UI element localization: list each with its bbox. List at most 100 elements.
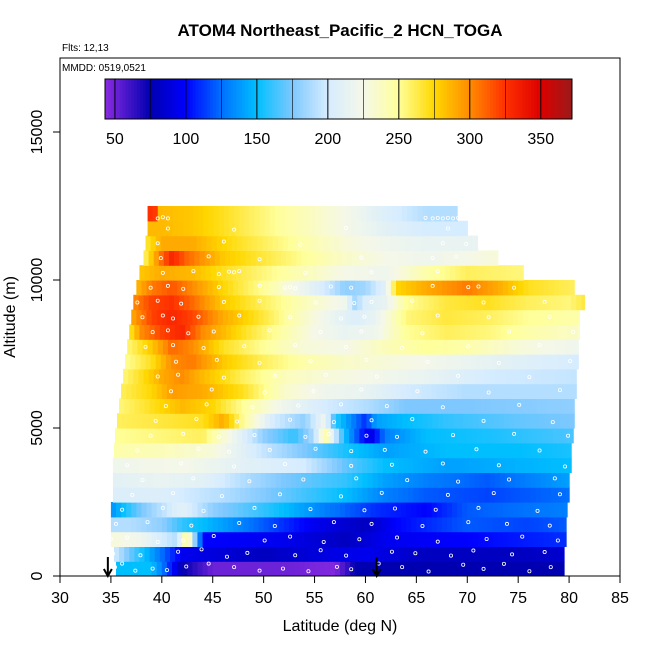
heatmap-cell xyxy=(441,309,448,325)
heatmap-cell xyxy=(241,442,247,459)
heatmap-cell xyxy=(523,280,529,296)
colorbar-segment xyxy=(253,79,258,119)
heatmap-cell xyxy=(307,265,314,281)
heatmap-cell xyxy=(558,280,565,296)
heatmap-cell xyxy=(274,339,281,355)
heatmap-cell xyxy=(535,472,542,488)
heatmap-cell xyxy=(345,561,351,576)
colorbar-segment xyxy=(569,79,573,119)
heatmap-cell xyxy=(141,516,148,533)
heatmap-cell xyxy=(402,220,408,237)
heatmap-cell xyxy=(154,324,161,340)
heatmap-cell xyxy=(199,472,206,488)
heatmap-cell xyxy=(236,398,242,414)
heatmap-cell xyxy=(481,428,488,444)
heatmap-cell xyxy=(484,487,491,503)
heatmap-cell xyxy=(297,442,303,459)
x-tick-label: 80 xyxy=(560,590,578,607)
heatmap-cell xyxy=(258,561,265,576)
heatmap-cell xyxy=(149,324,156,340)
heatmap-cell xyxy=(259,206,266,222)
heatmap-cell xyxy=(233,383,239,399)
heatmap-cell xyxy=(373,265,380,281)
heatmap-cell xyxy=(142,339,149,355)
heatmap-cell xyxy=(151,516,158,533)
heatmap-cell xyxy=(467,309,473,325)
y-tick-label: 10000 xyxy=(29,258,46,303)
observation-point xyxy=(283,462,288,467)
heatmap-cell xyxy=(298,428,304,444)
heatmap-cell xyxy=(502,502,509,518)
observation-point xyxy=(379,490,384,495)
heatmap-cell xyxy=(284,383,290,399)
heatmap-cell xyxy=(270,472,277,488)
heatmap-cell xyxy=(342,472,348,488)
heatmap-cell xyxy=(424,442,431,459)
heatmap-cell xyxy=(530,368,537,385)
heatmap-cell xyxy=(365,309,372,325)
heatmap-cell xyxy=(252,428,259,444)
observation-point xyxy=(454,254,459,259)
heatmap-cell xyxy=(322,265,329,281)
heatmap-cell xyxy=(549,413,556,429)
heatmap-cell xyxy=(362,250,369,266)
heatmap-cell xyxy=(564,502,568,518)
heatmap-cell xyxy=(225,546,232,562)
heatmap-cell xyxy=(114,428,121,444)
heatmap-cell xyxy=(410,354,416,370)
heatmap-cell xyxy=(406,280,412,296)
heatmap-cell xyxy=(492,561,499,576)
heatmap-cell xyxy=(351,339,357,355)
heatmap-cell xyxy=(363,442,370,459)
heatmap-cell xyxy=(350,309,356,325)
observation-point xyxy=(303,270,308,275)
heatmap-cell xyxy=(186,235,192,251)
heatmap-cell xyxy=(149,265,156,281)
heatmap-cell xyxy=(382,487,389,503)
heatmap-cell xyxy=(202,280,209,296)
heatmap-cell xyxy=(161,561,168,576)
heatmap-cell xyxy=(397,339,403,355)
heatmap-cell xyxy=(402,339,408,355)
heatmap-cell xyxy=(131,561,137,576)
heatmap-cell xyxy=(253,309,260,325)
heatmap-cell xyxy=(310,413,317,429)
heatmap-cell xyxy=(392,472,399,488)
heatmap-cell xyxy=(216,354,223,370)
heatmap-cell xyxy=(192,561,199,576)
heatmap-cell xyxy=(245,368,251,385)
heatmap-cell xyxy=(139,546,146,562)
heatmap-cell xyxy=(543,502,550,518)
colorbar-segment xyxy=(262,79,267,119)
heatmap-cell xyxy=(192,383,199,399)
heatmap-cell xyxy=(291,368,297,385)
heatmap-cell xyxy=(541,546,548,562)
heatmap-cell xyxy=(566,472,570,488)
heatmap-cell xyxy=(285,413,291,429)
heatmap-cell xyxy=(181,235,187,251)
heatmap-cell xyxy=(533,561,540,576)
heatmap-cell xyxy=(209,294,216,311)
heatmap-cell xyxy=(536,546,543,562)
heatmap-cell xyxy=(381,339,388,355)
heatmap-cell xyxy=(276,442,283,459)
heatmap-cell xyxy=(314,502,321,518)
heatmap-cell xyxy=(537,428,544,444)
heatmap-cell xyxy=(116,516,122,533)
heatmap-cell xyxy=(465,398,471,414)
heatmap-cell xyxy=(413,457,419,473)
heatmap-cell xyxy=(435,235,442,251)
observation-point xyxy=(288,417,293,422)
heatmap-cell xyxy=(322,546,329,562)
heatmap-cell xyxy=(214,250,221,266)
observation-point xyxy=(448,553,453,558)
heatmap-cell xyxy=(200,398,207,414)
heatmap-cell xyxy=(452,561,458,576)
heatmap-cell xyxy=(420,354,427,370)
heatmap-cell xyxy=(240,487,246,503)
heatmap-cell xyxy=(217,383,224,399)
heatmap-cell xyxy=(302,324,309,340)
heatmap-cell xyxy=(270,487,277,503)
heatmap-cell xyxy=(367,487,374,503)
heatmap-cell xyxy=(482,502,489,518)
